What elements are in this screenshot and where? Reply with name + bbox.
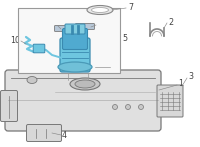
Ellipse shape — [70, 78, 100, 90]
Text: 9: 9 — [97, 20, 102, 30]
Ellipse shape — [92, 7, 109, 12]
FancyBboxPatch shape — [60, 38, 90, 72]
Circle shape — [113, 105, 118, 110]
Text: 3: 3 — [188, 71, 193, 81]
Text: 6: 6 — [111, 62, 116, 71]
FancyBboxPatch shape — [18, 8, 120, 73]
Circle shape — [126, 105, 130, 110]
Text: 2: 2 — [168, 17, 173, 26]
Circle shape — [138, 105, 144, 110]
Ellipse shape — [75, 80, 95, 88]
Text: 4: 4 — [62, 132, 67, 141]
Ellipse shape — [58, 62, 92, 72]
FancyBboxPatch shape — [27, 125, 62, 142]
FancyBboxPatch shape — [76, 24, 94, 29]
FancyBboxPatch shape — [55, 26, 71, 31]
FancyBboxPatch shape — [1, 91, 18, 122]
Text: 10: 10 — [10, 35, 20, 45]
FancyBboxPatch shape — [5, 70, 161, 131]
Text: 7: 7 — [128, 2, 133, 11]
FancyBboxPatch shape — [33, 44, 45, 53]
Ellipse shape — [27, 76, 37, 83]
FancyBboxPatch shape — [65, 24, 85, 34]
Text: 5: 5 — [122, 34, 127, 42]
FancyBboxPatch shape — [157, 85, 183, 117]
Text: 8: 8 — [52, 20, 57, 30]
FancyBboxPatch shape — [63, 29, 88, 50]
Ellipse shape — [87, 5, 113, 15]
Text: 1: 1 — [178, 78, 183, 87]
